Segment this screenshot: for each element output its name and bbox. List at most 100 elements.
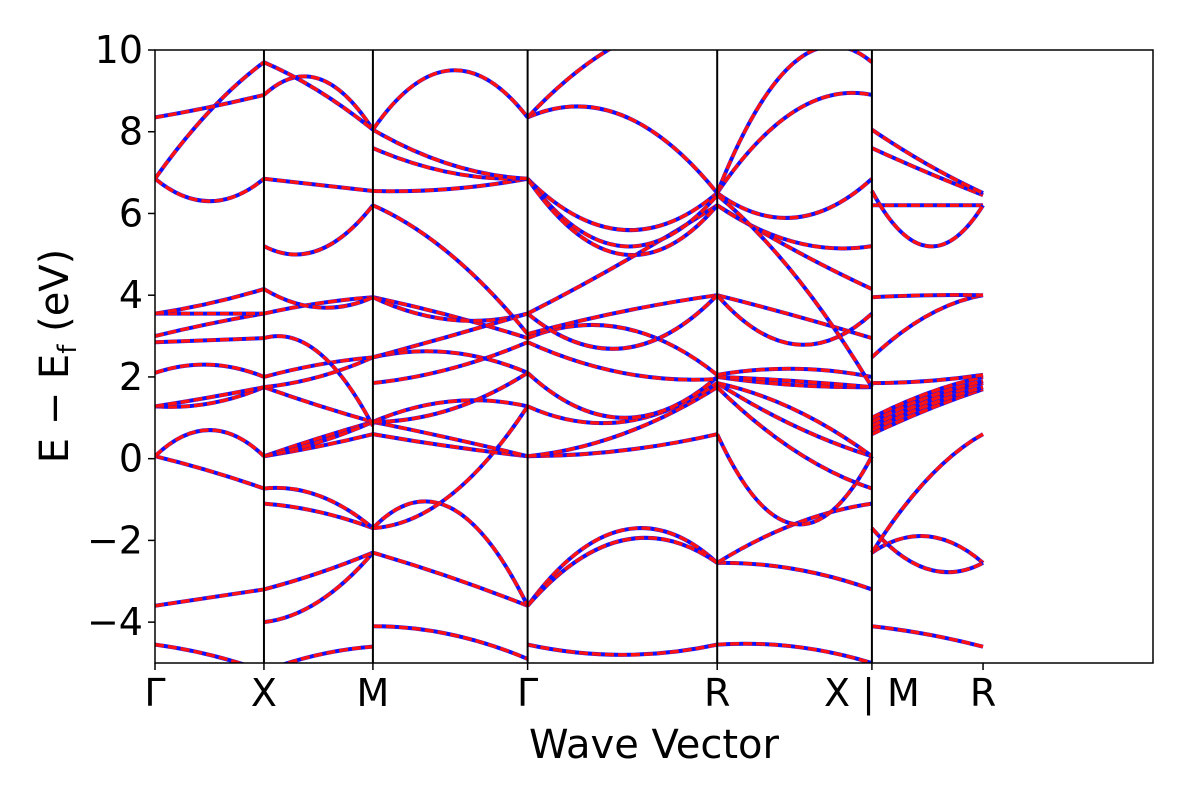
band-4-8-red — [717, 375, 873, 389]
band-2-5-red — [372, 420, 529, 458]
band-1-5-red — [263, 432, 374, 458]
band-2-15-red — [372, 146, 528, 181]
band-5-9-red — [871, 373, 984, 385]
band-5-15-red — [870, 128, 984, 195]
band-1-1-red — [263, 551, 375, 624]
band-2-7-red — [372, 371, 529, 424]
band-1-3-red — [263, 501, 374, 530]
band-4-6-red — [716, 381, 873, 458]
band-5-13-red — [870, 190, 985, 248]
y-axis-label-subscript: f — [53, 344, 83, 354]
band-1-4-red — [263, 486, 374, 530]
high-symmetry-lines — [262, 50, 873, 663]
band-2-17-red — [371, 68, 529, 131]
band-0-11-red — [155, 177, 266, 203]
band-1-15-red — [263, 177, 374, 193]
y-tick-label-3: 2 — [119, 355, 143, 399]
band-3-13-red — [526, 177, 719, 249]
band-2-6-red — [372, 398, 528, 424]
bands-layer — [155, 50, 985, 663]
band-2-11-red — [372, 295, 529, 323]
band-3-0-red — [527, 642, 718, 657]
band-3-7-red — [526, 340, 718, 382]
x-tick-label-6: R — [970, 671, 996, 715]
band-0-13-red — [155, 93, 265, 120]
band-2-16-red — [372, 128, 528, 181]
band-1-11-red — [263, 334, 375, 427]
x-tick-label-4: R — [704, 671, 730, 715]
y-tick-label-5: 6 — [119, 191, 143, 235]
band-0-12-red — [155, 60, 265, 180]
band-0-0-red — [155, 642, 245, 663]
plot-background — [155, 50, 1153, 663]
band-5-0-red — [871, 624, 984, 649]
y-tick-label-2: 0 — [119, 437, 143, 481]
band-3-10-red — [526, 294, 719, 351]
band-5-3-red — [870, 432, 984, 554]
band-5-2-red — [870, 527, 984, 574]
band-5-8-red — [871, 375, 984, 420]
x-tick-label-2: M — [357, 671, 390, 715]
band-4-15-red — [716, 193, 874, 389]
band-2-14-red — [372, 177, 528, 193]
band-0-5-red — [155, 385, 265, 409]
band-0-3-red — [155, 428, 266, 458]
band-4-14-red — [716, 177, 874, 220]
band-3-4-red — [527, 385, 719, 458]
band-5-5-red — [871, 385, 984, 432]
band-3-1-red — [526, 526, 719, 607]
band-5-7-red — [871, 379, 984, 424]
band-3-5-red — [526, 381, 719, 425]
band-4-16-red — [715, 91, 873, 194]
band-2-1-red — [372, 551, 529, 608]
band-2-2-red — [371, 499, 530, 607]
band-3-11-red — [526, 203, 719, 316]
band-4-4-blue — [715, 385, 873, 491]
y-tick-label-4: 4 — [119, 273, 143, 317]
band-3-9-red — [527, 293, 718, 336]
band-3-16-red — [526, 50, 612, 119]
band-5-11-red — [871, 293, 984, 299]
band-1-8-red — [263, 385, 374, 424]
band-4-3-red — [715, 433, 874, 527]
band-5-1-red — [870, 534, 985, 565]
band-5-4-red — [871, 387, 984, 436]
band-4-17-blue — [715, 50, 874, 194]
band-4-10-red — [716, 293, 873, 340]
band-2-10-red — [372, 295, 529, 340]
band-3-8-red — [526, 323, 719, 377]
band-1-17-red — [263, 60, 374, 132]
y-axis-label-unit: (eV) — [32, 249, 78, 345]
band-5-6-red — [871, 381, 984, 428]
band-2-12-red — [372, 311, 529, 359]
x-tick-label-1: X — [251, 671, 277, 715]
y-axis-label: E − Ef (eV) — [32, 249, 83, 464]
band-1-2-red — [263, 551, 374, 592]
plot-frame — [154, 49, 1154, 664]
band-0-6-red — [155, 362, 265, 379]
band-1-16-red — [262, 74, 375, 131]
y-axis-label-main: E − E — [32, 354, 78, 464]
band-4-5-red — [716, 381, 873, 458]
band-5-10-red — [870, 293, 984, 359]
band-0-10-red — [155, 287, 265, 316]
band-3-2-red — [526, 536, 719, 607]
band-5-14-red — [871, 146, 984, 197]
band-1-9-red — [263, 355, 374, 389]
band-4-13-red — [716, 203, 873, 251]
band-2-3-red — [372, 405, 530, 530]
band-0-4-red — [155, 385, 265, 409]
band-1-14-red — [263, 204, 375, 257]
x-axis-label: Wave Vector — [529, 722, 780, 768]
band-1-13-red — [263, 287, 374, 310]
y-tick-label-0: −4 — [87, 600, 143, 644]
x-tick-label-0: Γ — [144, 671, 165, 715]
band-4-0-red — [717, 642, 873, 663]
y-tick-label-7: 10 — [95, 28, 143, 72]
band-1-0-red — [282, 644, 374, 663]
band-0-7-red — [155, 336, 265, 344]
band-1-10-red — [263, 355, 374, 379]
y-axis: −4 −2 0 2 4 6 8 10 — [87, 28, 155, 644]
band-0-2-red — [155, 454, 265, 491]
band-3-6-red — [526, 371, 719, 420]
